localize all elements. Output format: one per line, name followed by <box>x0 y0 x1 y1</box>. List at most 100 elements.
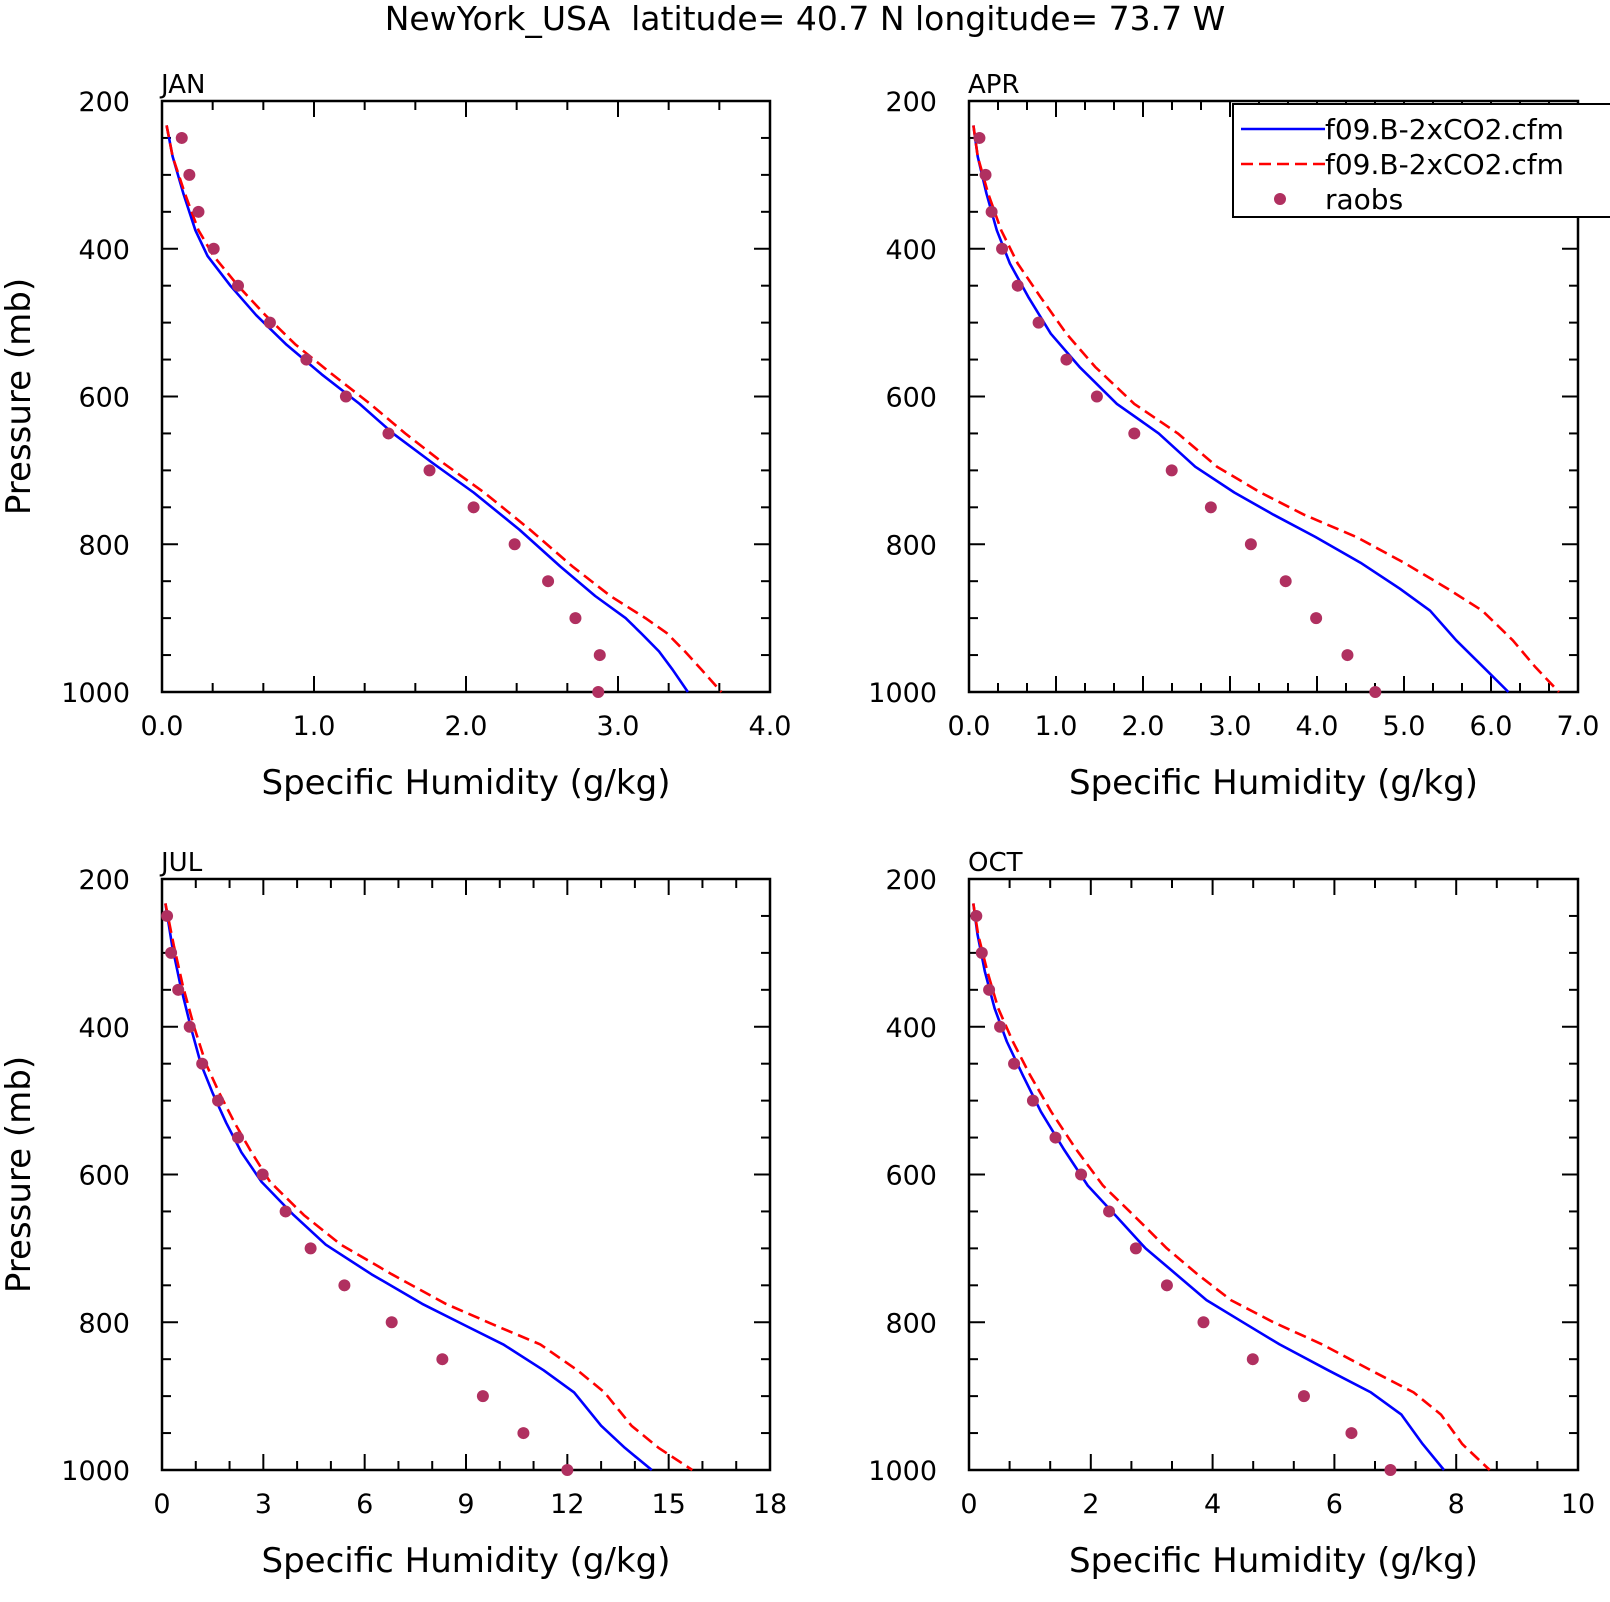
raobs-point <box>979 168 992 181</box>
raobs-point <box>542 575 555 588</box>
raobs-point <box>1204 501 1217 514</box>
raobs-point <box>983 983 996 996</box>
raobs-point <box>436 1353 449 1366</box>
raobs-point <box>467 501 480 514</box>
raobs-point <box>183 168 196 181</box>
series-line-red-dashed <box>972 125 1560 693</box>
raobs-point <box>183 1020 196 1033</box>
y-tick-label: 600 <box>885 383 937 414</box>
y-tick-label: 200 <box>78 87 130 118</box>
raobs-point <box>279 1205 292 1218</box>
x-tick-label: 4.0 <box>1296 711 1339 742</box>
x-tick-label: 0 <box>153 1489 170 1520</box>
raobs-point <box>1279 575 1292 588</box>
raobs-point <box>1341 649 1354 662</box>
raobs-point <box>385 1316 398 1329</box>
raobs-point <box>304 1242 317 1255</box>
x-tick-label: 4.0 <box>749 711 792 742</box>
panel-jul: JUL 0 3 6 9 12 15 18 200 400 600 800 1000 Specific Hu… <box>0 848 787 1581</box>
raobs-point <box>1060 353 1073 366</box>
raobs-point <box>975 946 988 959</box>
panel-title: JAN <box>159 70 205 100</box>
panel-title: APR <box>968 70 1020 100</box>
legend-box <box>1232 103 1610 218</box>
raobs-point <box>207 242 220 255</box>
raobs-point <box>232 1131 244 1144</box>
x-tick-label: 1.0 <box>1035 711 1078 742</box>
raobs-point <box>212 1094 225 1107</box>
y-tick-label: 400 <box>78 1013 130 1044</box>
panel-oct: OCT 0 2 4 6 8 10 200 400 600 800 1000 Specific Humid… <box>868 848 1595 1581</box>
raobs-point <box>569 612 582 625</box>
y-axis-label: Pressure (mb) <box>0 278 39 515</box>
x-tick-label: 2.0 <box>445 711 488 742</box>
raobs-point <box>196 1057 209 1070</box>
raobs-point <box>165 946 178 959</box>
x-tick-label: 3.0 <box>597 711 640 742</box>
x-tick-label: 3.0 <box>1209 711 1252 742</box>
raobs-point <box>172 983 185 996</box>
raobs-point <box>175 131 188 144</box>
raobs-point <box>517 1427 530 1440</box>
series-line-red-dashed <box>972 903 1491 1471</box>
raobs-point <box>592 686 605 698</box>
x-tick-label: 2.0 <box>1122 711 1165 742</box>
raobs-point <box>985 205 998 218</box>
y-tick-label: 1000 <box>61 1456 130 1487</box>
x-tick-label: 0.0 <box>141 711 184 742</box>
y-axis-label: Pressure (mb) <box>0 1056 39 1293</box>
x-tick-label: 3 <box>255 1489 272 1520</box>
y-tick-label: 800 <box>78 1308 130 1339</box>
y-tick-label: 1000 <box>868 1456 937 1487</box>
raobs-point <box>1011 279 1024 292</box>
x-tick-label: 0.0 <box>948 711 991 742</box>
x-tick-label: 15 <box>651 1489 685 1520</box>
y-tick-label: 1000 <box>61 678 130 709</box>
plot-frame <box>967 877 1580 1472</box>
raobs-point <box>1049 1131 1062 1144</box>
raobs-point <box>263 316 276 329</box>
x-tick-label: 1.0 <box>293 711 336 742</box>
raobs-point <box>300 353 313 366</box>
raobs-point <box>338 1279 351 1292</box>
y-tick-label: 400 <box>885 235 937 266</box>
raobs-point <box>561 1464 574 1476</box>
x-tick-label: 10 <box>1561 1489 1595 1520</box>
raobs-point <box>973 131 986 144</box>
raobs-point <box>1297 1390 1310 1403</box>
raobs-point <box>1197 1316 1210 1329</box>
raobs-point <box>382 427 395 440</box>
y-tick-label: 200 <box>885 865 937 896</box>
raobs-point <box>256 1168 269 1181</box>
raobs-point <box>1310 612 1323 625</box>
y-tick-label: 400 <box>885 1013 937 1044</box>
y-tick-label: 600 <box>78 1161 130 1192</box>
raobs-point <box>1008 1057 1021 1070</box>
panels: JAN 0.0 1.0 2.0 3.0 4.0 200 400 600 800 1000 Specif… <box>0 70 1599 1581</box>
raobs-point <box>1246 1353 1259 1366</box>
x-tick-label: 9 <box>457 1489 474 1520</box>
series-line-blue-solid <box>972 125 1510 693</box>
x-axis-label: Specific Humidity (g/kg) <box>262 763 671 803</box>
x-tick-label: 6 <box>1326 1489 1343 1520</box>
x-tick-label: 12 <box>550 1489 584 1520</box>
figure-title: NewYork_USA latitude= 40.7 N longitude= … <box>385 0 1226 38</box>
y-tick-label: 400 <box>78 235 130 266</box>
raobs-point <box>1026 1094 1039 1107</box>
x-tick-label: 18 <box>753 1489 787 1520</box>
x-tick-label: 6 <box>356 1489 373 1520</box>
legend-label: f09.B-2xCO2.cfm <box>1325 148 1564 181</box>
series-line-blue-solid <box>164 903 653 1472</box>
plot-frame <box>160 99 772 694</box>
panel-title: OCT <box>968 848 1023 878</box>
y-tick-label: 200 <box>78 865 130 896</box>
x-tick-label: 5.0 <box>1383 711 1426 742</box>
legend-label: raobs <box>1325 183 1403 216</box>
legend-marker-raobs <box>1274 193 1286 205</box>
plot-frame <box>160 877 772 1472</box>
y-tick-label: 600 <box>885 1161 937 1192</box>
x-tick-label: 2 <box>1082 1489 1099 1520</box>
y-tick-label: 800 <box>885 1308 937 1339</box>
raobs-point <box>1160 1279 1173 1292</box>
